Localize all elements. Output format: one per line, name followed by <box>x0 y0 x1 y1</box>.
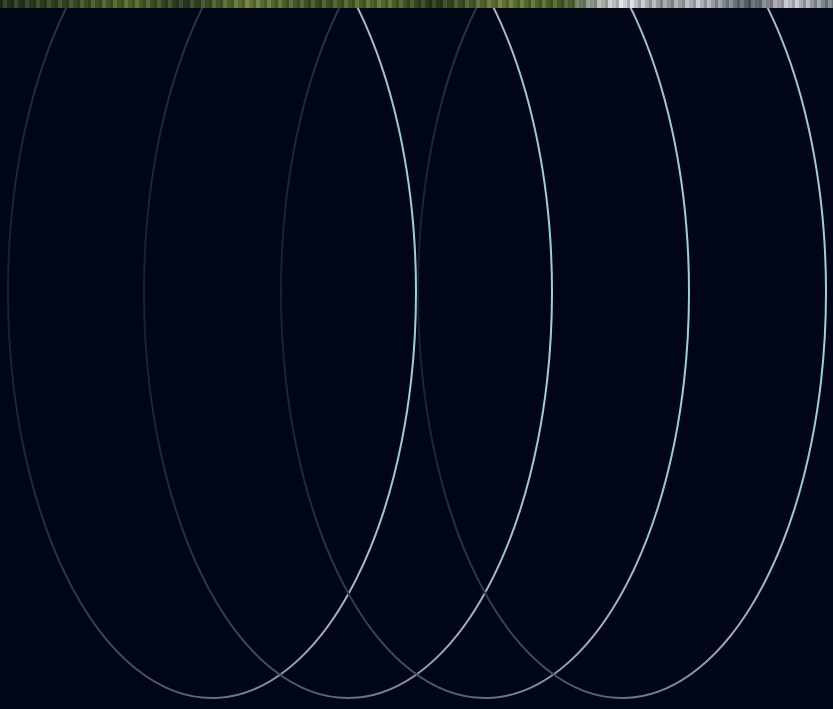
ellipse-4 <box>417 8 827 699</box>
ellipse-1 <box>7 8 417 699</box>
ellipse-2 <box>143 8 553 699</box>
ellipse-3 <box>280 8 690 699</box>
aerial-photo-strip <box>0 0 833 8</box>
